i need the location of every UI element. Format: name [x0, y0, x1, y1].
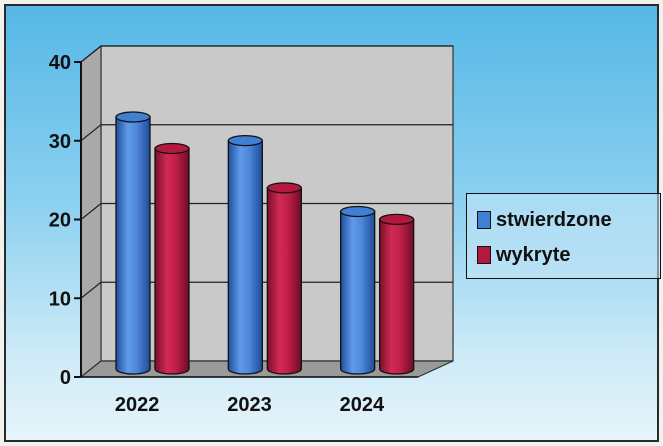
y-tick-label: 20 [49, 210, 71, 232]
y-tick-label: 30 [49, 131, 71, 153]
bar-stwierdzone-2024-top [340, 205, 376, 218]
gridline-side [80, 124, 102, 142]
bar-stwierdzone-2022-top [115, 111, 151, 123]
bar-stwierdzone-2022 [115, 116, 151, 375]
y-tick-label: 40 [49, 52, 71, 74]
y-tick-label: 0 [60, 367, 71, 389]
bar-stwierdzone-2024 [340, 210, 376, 375]
bar-wykryte-2024-top [379, 213, 415, 226]
bar-wykryte-2023 [266, 187, 302, 375]
bar-wykryte-2024 [379, 218, 415, 375]
legend-swatch-stwierdzone [477, 211, 491, 229]
y-tick-label: 10 [49, 288, 71, 310]
bar-wykryte-2022 [154, 147, 190, 375]
chart-frame: 0 10 20 30 40 2022 2023 2024 stwierdzone wykryt… [4, 4, 661, 442]
bar-chart: 0 10 20 30 40 2022 2023 2024 [49, 44, 454, 416]
bar-wykryte-2022-top [154, 142, 190, 155]
x-tick-label: 2022 [115, 394, 160, 416]
gridline-side [80, 203, 102, 220]
bar-stwierdzone-2023 [227, 139, 263, 375]
legend: stwierdzone wykryte [466, 193, 661, 279]
legend-swatch-wykryte [477, 246, 491, 264]
legend-item-wykryte: wykryte [477, 243, 571, 267]
bar-wykryte-2023-top [266, 182, 302, 194]
legend-label-stwierdzone: stwierdzone [496, 208, 612, 231]
x-tick-label: 2023 [227, 394, 272, 416]
bar-stwierdzone-2023-top [227, 134, 263, 147]
legend-item-stwierdzone: stwierdzone [477, 208, 612, 232]
x-tick-label: 2024 [340, 394, 385, 416]
gridline-side [80, 281, 102, 299]
gridline-side [80, 45, 102, 63]
legend-label-wykryte: wykryte [496, 243, 571, 266]
